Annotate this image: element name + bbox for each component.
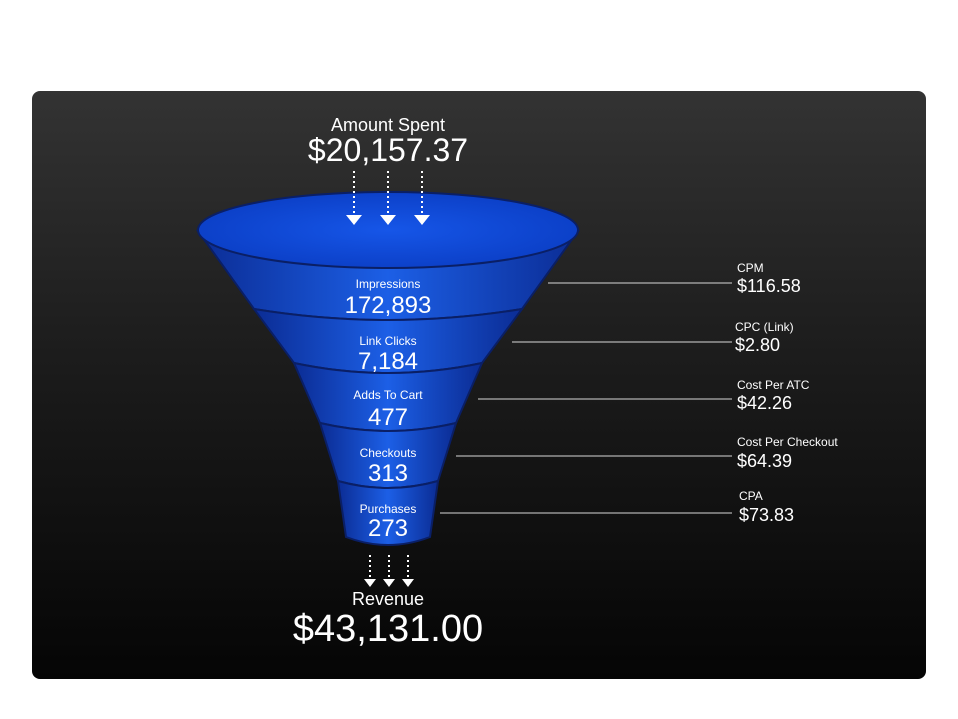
metric-value-cpc: $2.80 — [735, 335, 780, 355]
funnel-band-purchases — [336, 479, 440, 546]
metric-value-cpm: $116.58 — [737, 276, 801, 296]
arrow-down-icon — [364, 579, 376, 587]
metric-label-cpm: CPM — [737, 261, 764, 275]
metric-label-cpc: CPC (Link) — [735, 320, 794, 334]
stage-label-checkouts: Checkouts — [360, 446, 417, 460]
arrow-down-icon — [346, 215, 362, 225]
funnel-top-opening — [197, 191, 579, 269]
stage-value-checkouts: 313 — [368, 460, 408, 487]
inflow-arrow-heads — [346, 215, 430, 225]
arrow-down-icon — [414, 215, 430, 225]
stage-value-adds-to-cart: 477 — [368, 404, 408, 431]
metric-label-cost-per-checkout: Cost Per Checkout — [737, 435, 838, 449]
stage-label-adds-to-cart: Adds To Cart — [353, 388, 423, 402]
metric-label-cpa: CPA — [739, 489, 763, 503]
stage-value-purchases: 273 — [368, 515, 408, 542]
stage-label-impressions: Impressions — [356, 277, 421, 291]
stage-value-impressions: 172,893 — [345, 292, 432, 319]
outflow-arrows — [369, 555, 409, 579]
inflow-arrows — [353, 171, 423, 215]
metric-label-cost-per-atc: Cost Per ATC — [737, 378, 810, 392]
arrow-down-icon — [402, 579, 414, 587]
arrow-down-icon — [380, 215, 396, 225]
stage-value-link-clicks: 7,184 — [358, 348, 418, 375]
metric-value-cost-per-checkout: $64.39 — [737, 451, 792, 471]
outflow-arrow-heads — [364, 579, 414, 587]
metric-connectors — [440, 282, 732, 514]
revenue-value: $43,131.00 — [293, 608, 483, 650]
funnel-diagram: Amount Spent $20,157.37 Impressions 172,… — [196, 115, 838, 650]
metric-value-cost-per-atc: $42.26 — [737, 393, 792, 413]
amount-spent-value: $20,157.37 — [308, 132, 468, 168]
funnel-panel: Amount Spent $20,157.37 Impressions 172,… — [32, 91, 926, 679]
amount-spent-label: Amount Spent — [331, 115, 445, 135]
stage-label-purchases: Purchases — [360, 502, 417, 516]
arrow-down-icon — [383, 579, 395, 587]
revenue-label: Revenue — [352, 589, 424, 609]
metric-value-cpa: $73.83 — [739, 505, 794, 525]
stage-label-link-clicks: Link Clicks — [359, 334, 416, 348]
